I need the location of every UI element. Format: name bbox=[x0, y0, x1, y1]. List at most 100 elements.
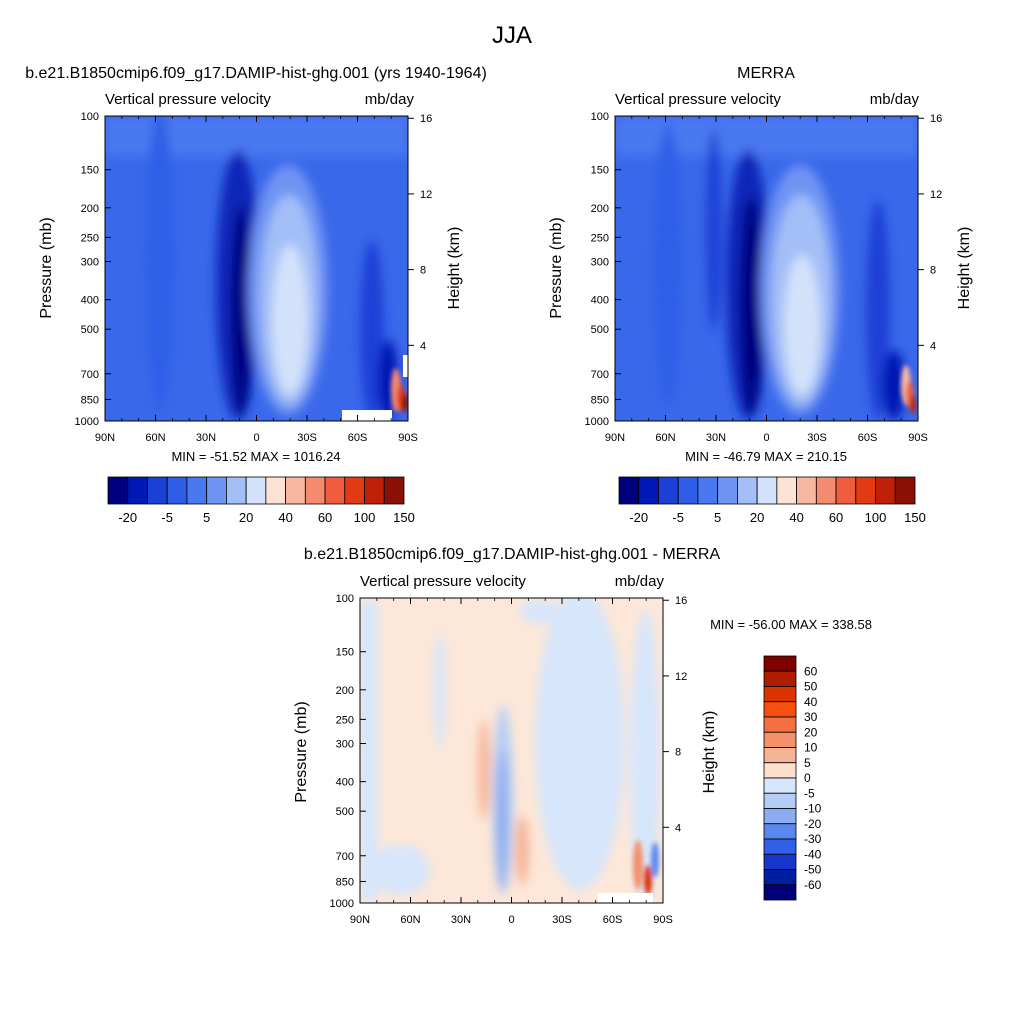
blue-20s-top bbox=[520, 600, 560, 624]
units-label: mb/day bbox=[870, 91, 920, 108]
colorbar-label: -5 bbox=[672, 510, 684, 525]
y-tick-label: 250 bbox=[81, 232, 99, 244]
x-tick-label: 60S bbox=[603, 914, 623, 926]
colorbar-label: 0 bbox=[804, 771, 811, 785]
x-tick-label: 0 bbox=[763, 432, 769, 444]
colorbar-swatch bbox=[324, 476, 346, 505]
polar-blue-1 bbox=[651, 842, 659, 878]
y-tick-label: 500 bbox=[591, 324, 609, 336]
variable-label: Vertical pressure velocity bbox=[105, 91, 271, 108]
x-tick-label: 30S bbox=[297, 432, 317, 444]
colorbar-swatch bbox=[763, 884, 797, 901]
colorbar-label: 40 bbox=[789, 510, 803, 525]
missing-data-corner bbox=[403, 355, 408, 377]
y-tick-label: 150 bbox=[591, 165, 609, 177]
panel-model: b.e21.B1850cmip6.f09_g17.DAMIP-hist-ghg.… bbox=[25, 65, 487, 525]
red-20n bbox=[478, 720, 490, 820]
y-tick-label: 700 bbox=[591, 369, 609, 381]
colorbar-swatch bbox=[638, 476, 659, 505]
y-tick-label: 850 bbox=[81, 394, 99, 406]
x-tick-label: 90S bbox=[653, 914, 673, 926]
colorbar-label: 60 bbox=[318, 510, 332, 525]
colorbar-swatch bbox=[763, 731, 797, 748]
y2-axis-label: Height (km) bbox=[956, 227, 973, 310]
stats-label: MIN = -46.79 MAX = 210.15 bbox=[685, 449, 847, 464]
colorbar: -20 -5 5 20 40 60 100 150 bbox=[618, 476, 926, 525]
y2-tick-label: 12 bbox=[930, 189, 942, 201]
colorbar-swatch bbox=[763, 869, 797, 886]
colorbar-swatch bbox=[225, 476, 247, 505]
colorbar-swatch bbox=[364, 476, 385, 505]
panel-title: MERRA bbox=[737, 65, 795, 82]
colorbar-swatch bbox=[763, 762, 797, 779]
y-tick-label: 250 bbox=[336, 714, 354, 726]
x-tick-label: 0 bbox=[508, 914, 514, 926]
x-tick-label: 30S bbox=[807, 432, 827, 444]
colorbar-label: -50 bbox=[804, 863, 822, 877]
colorbar-swatch bbox=[206, 476, 227, 505]
variable-label: Vertical pressure velocity bbox=[360, 573, 526, 590]
blue-60n bbox=[370, 845, 430, 895]
colorbar-label: -20 bbox=[629, 510, 648, 525]
colorbar-swatch bbox=[756, 476, 778, 505]
missing-data-patch bbox=[342, 410, 392, 421]
colorbar-swatch bbox=[875, 476, 896, 505]
y-tick-label: 100 bbox=[336, 593, 354, 605]
band-20n-core bbox=[740, 195, 762, 415]
y2-tick-label: 4 bbox=[420, 340, 426, 352]
x-tick-label: 90S bbox=[398, 432, 418, 444]
y-tick-label: 1000 bbox=[585, 416, 609, 428]
x-tick-label: 30N bbox=[451, 914, 471, 926]
polar-warm-3 bbox=[910, 396, 916, 414]
y2-tick-label: 8 bbox=[675, 747, 681, 759]
blue-60s bbox=[630, 610, 660, 903]
colorbar-swatch bbox=[677, 476, 699, 505]
y2-tick-label: 16 bbox=[420, 113, 432, 125]
colorbar-swatch bbox=[835, 476, 857, 505]
y-tick-label: 850 bbox=[336, 876, 354, 888]
x-tick-label: 90S bbox=[908, 432, 928, 444]
y2-tick-label: 4 bbox=[675, 822, 681, 834]
colorbar-swatch bbox=[763, 716, 797, 733]
panel-merra: MERRA Vertical pressure velocity mb/day bbox=[548, 65, 973, 525]
y-tick-label: 200 bbox=[81, 203, 99, 215]
colorbar-swatch bbox=[815, 476, 837, 505]
colorbar-swatch bbox=[763, 808, 797, 825]
colorbar-label: 5 bbox=[203, 510, 210, 525]
band-20n-core bbox=[231, 205, 251, 415]
colorbar-swatch bbox=[304, 476, 326, 505]
colorbar-swatch bbox=[855, 476, 876, 505]
y-tick-label: 300 bbox=[336, 739, 354, 751]
y-axis-label: Pressure (mb) bbox=[38, 217, 55, 318]
y-axis-label: Pressure (mb) bbox=[548, 217, 565, 318]
band-polar-blue bbox=[883, 350, 905, 420]
contour-field bbox=[360, 598, 663, 903]
y-tick-label: 400 bbox=[81, 295, 99, 307]
band-60n bbox=[654, 125, 682, 405]
x-tick-label: 60S bbox=[858, 432, 878, 444]
y-tick-label: 300 bbox=[591, 257, 609, 269]
colorbar: -20 -5 5 20 40 60 100 150 bbox=[107, 476, 415, 525]
colorbar-label: -20 bbox=[118, 510, 137, 525]
units-label: mb/day bbox=[365, 91, 415, 108]
y-tick-label: 500 bbox=[336, 806, 354, 818]
axes: 100 150 200 250 300 400 500 700 850 1000 4 8 12 16 90N… bbox=[330, 593, 688, 926]
polar-warm-2 bbox=[644, 865, 652, 895]
panel-title: b.e21.B1850cmip6.f09_g17.DAMIP-hist-ghg.… bbox=[304, 546, 721, 563]
colorbar-swatch bbox=[166, 476, 188, 505]
colorbar-label: -30 bbox=[804, 832, 822, 846]
y2-tick-label: 8 bbox=[930, 265, 936, 277]
colorbar-label: 20 bbox=[750, 510, 764, 525]
colorbar-label: -20 bbox=[804, 817, 822, 831]
units-label: mb/day bbox=[615, 573, 665, 590]
colorbar-swatch bbox=[383, 476, 405, 505]
panel-difference: b.e21.B1850cmip6.f09_g17.DAMIP-hist-ghg.… bbox=[293, 546, 872, 926]
colorbar-swatch bbox=[285, 476, 306, 505]
colorbar-swatch bbox=[763, 655, 797, 672]
x-tick-label: 0 bbox=[253, 432, 259, 444]
colorbar-swatch bbox=[618, 476, 640, 505]
colorbar-label: 20 bbox=[239, 510, 253, 525]
axes: 100 150 200 250 300 400 500 700 850 1000 4 8 12 16 90N… bbox=[585, 111, 943, 444]
colorbar-swatch bbox=[776, 476, 797, 505]
